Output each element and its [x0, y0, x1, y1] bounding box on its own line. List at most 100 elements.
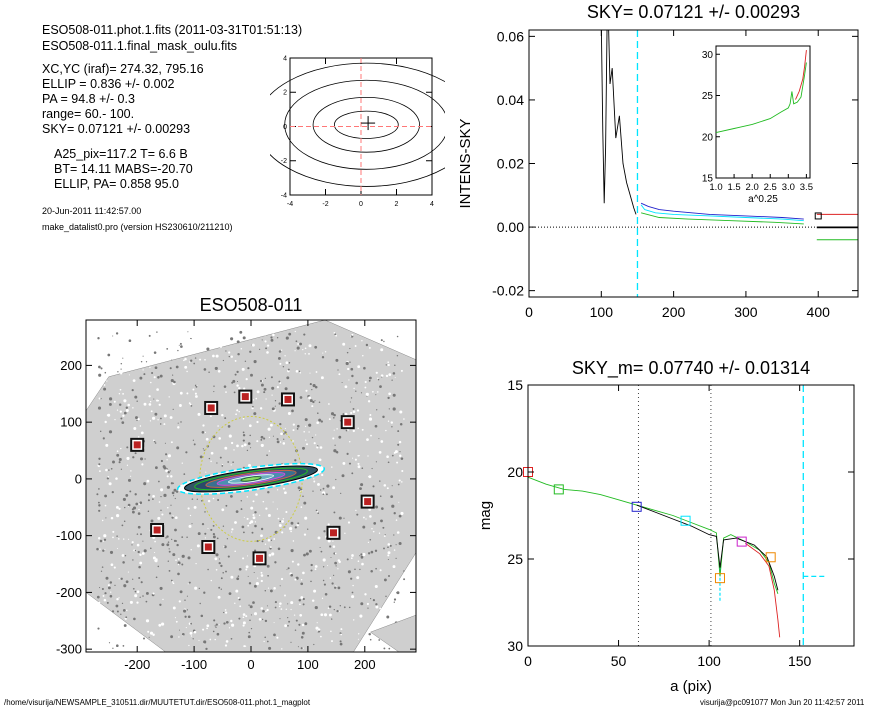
image-speckle — [352, 584, 354, 587]
image-y-tick-label: 200 — [60, 358, 82, 373]
image-speckle — [389, 544, 392, 547]
image-speckle — [136, 533, 139, 535]
image-speckle — [305, 552, 309, 556]
image-speckle — [293, 614, 296, 616]
image-speckle — [403, 570, 405, 572]
image-speckle — [153, 439, 155, 441]
image-speckle — [374, 584, 378, 589]
image-speckle — [348, 379, 350, 381]
image-speckle — [143, 549, 147, 553]
image-speckle — [241, 444, 244, 448]
image-speckle — [339, 642, 343, 646]
image-speckle — [103, 538, 107, 541]
image-speckle — [147, 630, 150, 633]
image-speckle — [296, 346, 300, 350]
mag-y-tick-label: 15 — [507, 377, 523, 393]
image-speckle — [230, 575, 234, 579]
image-speckle — [375, 603, 378, 606]
image-speckle — [190, 359, 193, 362]
image-speckle — [252, 399, 255, 401]
image-speckle — [264, 619, 268, 623]
image-speckle — [297, 343, 300, 345]
image-speckle — [170, 475, 173, 478]
image-speckle — [334, 552, 337, 555]
image-speckle — [131, 508, 134, 511]
image-speckle — [120, 368, 122, 370]
image-speckle — [110, 516, 114, 520]
image-speckle — [260, 534, 263, 538]
image-speckle — [105, 443, 109, 447]
image-speckle — [181, 563, 184, 566]
image-speckle — [385, 374, 389, 378]
image-x-tick-label: 100 — [297, 657, 319, 672]
image-speckle — [97, 368, 100, 371]
image-speckle — [269, 589, 273, 593]
image-speckle — [356, 409, 360, 412]
image-speckle — [118, 507, 121, 510]
image-speckle — [116, 644, 119, 647]
image-speckle — [171, 538, 173, 541]
image-speckle — [234, 550, 236, 553]
image-speckle — [225, 620, 229, 624]
image-speckle — [155, 558, 158, 561]
image-speckle — [311, 599, 315, 602]
star-mask-core — [241, 393, 249, 401]
image-speckle — [387, 420, 390, 422]
image-speckle — [245, 565, 249, 569]
image-speckle — [115, 604, 119, 608]
image-speckle — [358, 455, 361, 457]
image-speckle — [212, 524, 215, 527]
sky-x-tick-label: 400 — [807, 304, 831, 320]
image-speckle — [148, 636, 150, 638]
star-mask-core — [256, 554, 264, 562]
image-speckle — [167, 507, 169, 509]
image-speckle — [183, 359, 185, 362]
image-speckle — [210, 460, 212, 463]
image-speckle — [362, 355, 364, 357]
image-speckle — [197, 532, 201, 536]
image-speckle — [109, 594, 113, 598]
image-speckle — [276, 440, 280, 444]
image-speckle — [297, 563, 300, 566]
inset-y-tick-label: 20 — [702, 132, 714, 143]
image-speckle — [314, 345, 318, 349]
image-speckle — [242, 613, 246, 616]
image-speckle — [397, 443, 400, 446]
image-speckle — [298, 623, 301, 626]
image-speckle — [304, 418, 308, 422]
run-date: 20-Jun-2011 11:42:57.00 — [42, 206, 142, 216]
image-speckle — [340, 492, 342, 494]
image-speckle — [253, 360, 257, 364]
image-speckle — [202, 424, 205, 427]
image-speckle — [388, 647, 391, 650]
image-speckle — [297, 486, 301, 490]
image-speckle — [117, 362, 121, 365]
image-speckle — [341, 632, 343, 634]
image-speckle — [343, 606, 346, 609]
image-speckle — [114, 633, 117, 636]
image-speckle — [172, 582, 175, 585]
image-speckle — [138, 503, 140, 505]
image-speckle — [250, 373, 253, 377]
image-speckle — [107, 586, 111, 590]
image-speckle — [214, 625, 216, 627]
image-speckle — [102, 540, 105, 542]
image-speckle — [171, 581, 174, 583]
image-speckle — [263, 437, 266, 440]
image-speckle — [264, 636, 267, 639]
image-speckle — [366, 438, 369, 441]
image-speckle — [105, 576, 109, 580]
image-speckle — [278, 402, 281, 405]
image-speckle — [177, 557, 180, 560]
image-speckle — [332, 437, 335, 440]
image-speckle — [171, 359, 173, 361]
image-speckle — [175, 365, 179, 369]
image-x-tick-label: 0 — [247, 657, 254, 672]
image-speckle — [361, 428, 364, 431]
image-speckle — [333, 413, 336, 417]
image-speckle — [161, 622, 165, 626]
image-speckle — [185, 627, 187, 629]
image-speckle — [337, 586, 341, 590]
image-speckle — [300, 506, 303, 508]
image-speckle — [351, 591, 354, 594]
